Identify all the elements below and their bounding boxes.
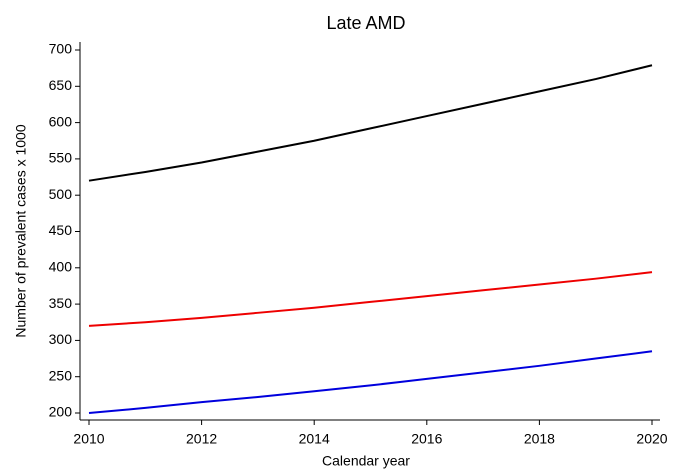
y-tick-label: 550 [49, 150, 73, 166]
y-tick-label: 250 [49, 367, 73, 383]
series-line [88, 350, 653, 414]
x-tick-label: 2016 [411, 431, 442, 447]
y-axis-title: Number of prevalent cases x 1000 [13, 124, 29, 337]
series-line [88, 64, 653, 182]
y-tick-label: 450 [49, 222, 73, 238]
chart-title: Late AMD [326, 13, 405, 33]
y-tick-label: 700 [49, 41, 73, 57]
x-tick-label: 2018 [524, 431, 555, 447]
x-tick-label: 2014 [299, 431, 330, 447]
y-tick-label: 200 [49, 404, 73, 420]
y-tick-label: 300 [49, 331, 73, 347]
x-tick-label: 2012 [186, 431, 217, 447]
x-tick-label: 2010 [73, 431, 104, 447]
y-tick-label: 400 [49, 259, 73, 275]
y-tick-label: 600 [49, 113, 73, 129]
x-axis-title: Calendar year [322, 453, 410, 469]
x-tick-label: 2020 [636, 431, 667, 447]
y-tick-label: 650 [49, 77, 73, 93]
series-line [88, 271, 653, 327]
y-tick-label: 500 [49, 186, 73, 202]
y-tick-label: 350 [49, 295, 73, 311]
